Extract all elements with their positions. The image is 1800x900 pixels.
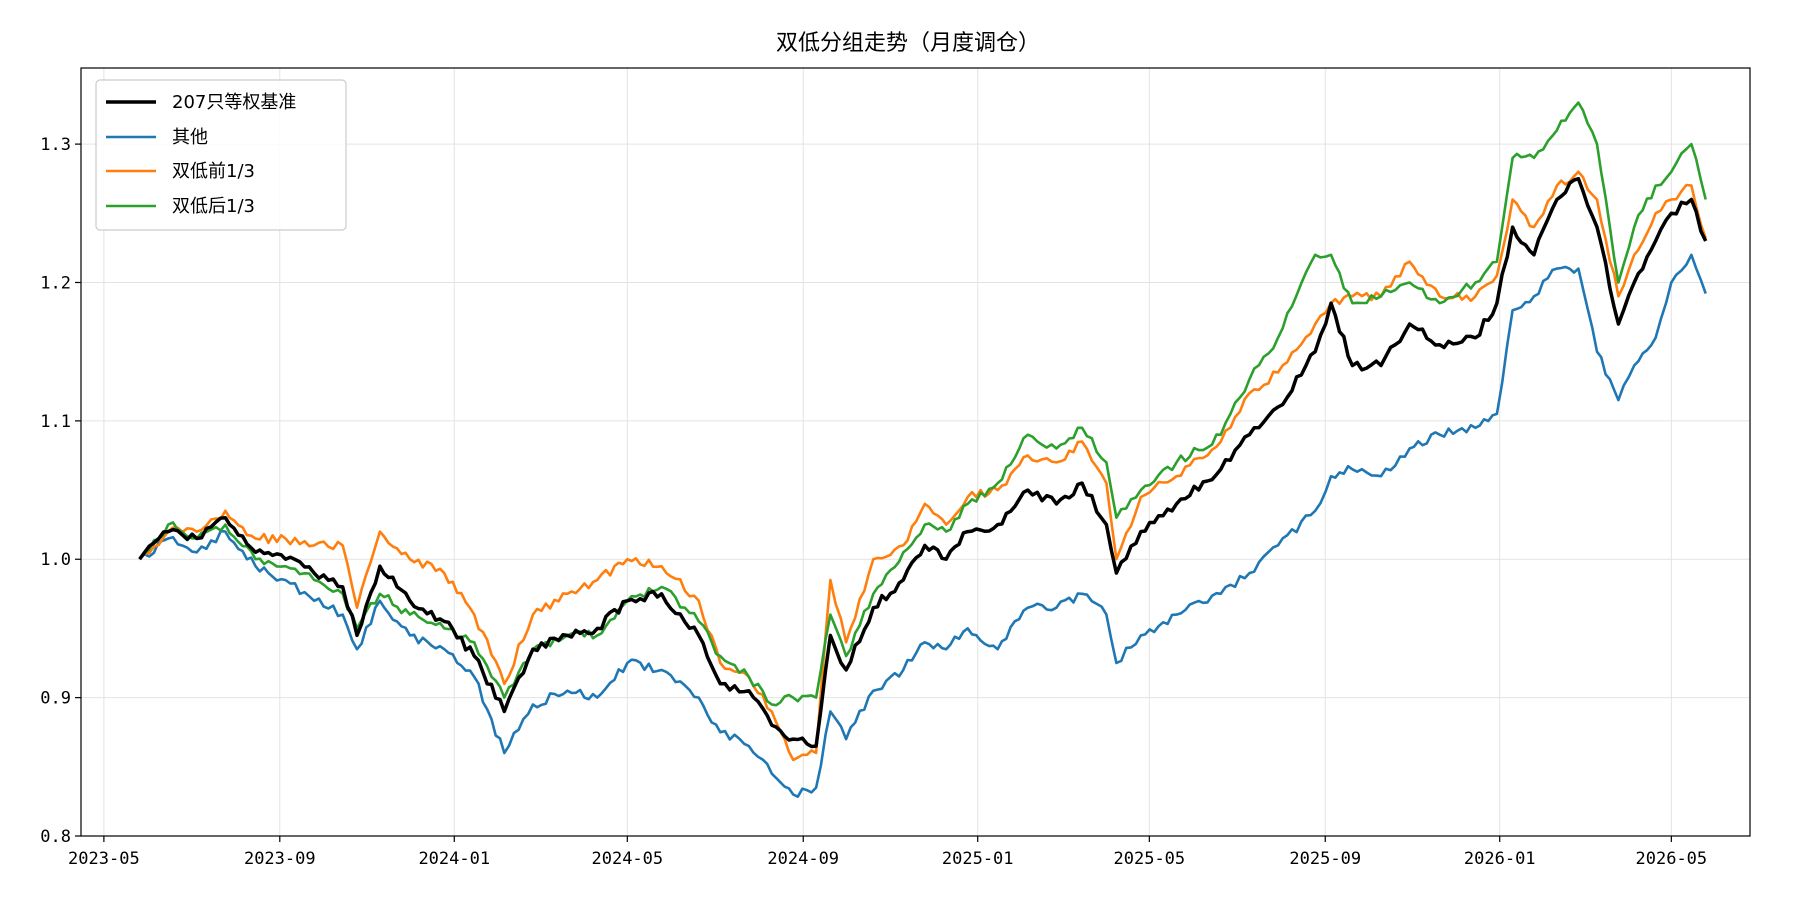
series-line-top-third <box>138 170 1707 762</box>
legend: 207只等权基准 其他 双低前1/3 双低后1/3 <box>95 79 347 231</box>
plot-frame <box>80 67 1751 837</box>
x-tick-label: 2024-05 <box>591 849 663 869</box>
series-lines <box>138 101 1708 798</box>
series-line-bottom-third <box>138 101 1707 707</box>
y-tick-label: 0.8 <box>40 827 71 847</box>
legend-box <box>95 79 347 231</box>
x-tick-label: 2024-09 <box>767 849 839 869</box>
x-tick-label: 2025-09 <box>1289 849 1361 869</box>
y-tick-label: 1.2 <box>40 273 71 293</box>
x-tick-label: 2026-05 <box>1636 849 1708 869</box>
x-tick-label: 2026-01 <box>1464 849 1536 869</box>
series-line-other <box>138 253 1707 798</box>
x-tick-label: 2024-01 <box>418 849 490 869</box>
x-tick-label: 2025-05 <box>1114 849 1186 869</box>
y-tick-label: 1.3 <box>40 135 71 155</box>
y-tick-label: 0.9 <box>40 689 71 709</box>
y-tick-label: 1.0 <box>40 550 71 570</box>
legend-label-benchmark: 207只等权基准 <box>172 92 296 113</box>
x-tick-label: 2023-05 <box>68 849 140 869</box>
x-tick-label: 2025-01 <box>942 849 1014 869</box>
legend-label-other: 其他 <box>172 127 208 148</box>
legend-label-bottom-third: 双低后1/3 <box>172 196 255 217</box>
x-tick-label: 2023-09 <box>244 849 316 869</box>
axis-ticks: 2023-05 2023-09 2024-01 2024-05 2024-09 2025-… <box>40 135 1707 869</box>
legend-label-top-third: 双低前1/3 <box>172 161 255 182</box>
y-tick-label: 1.1 <box>40 412 71 432</box>
series-line-benchmark <box>138 176 1708 749</box>
chart-title: 双低分组走势（月度调仓） <box>776 31 1040 56</box>
